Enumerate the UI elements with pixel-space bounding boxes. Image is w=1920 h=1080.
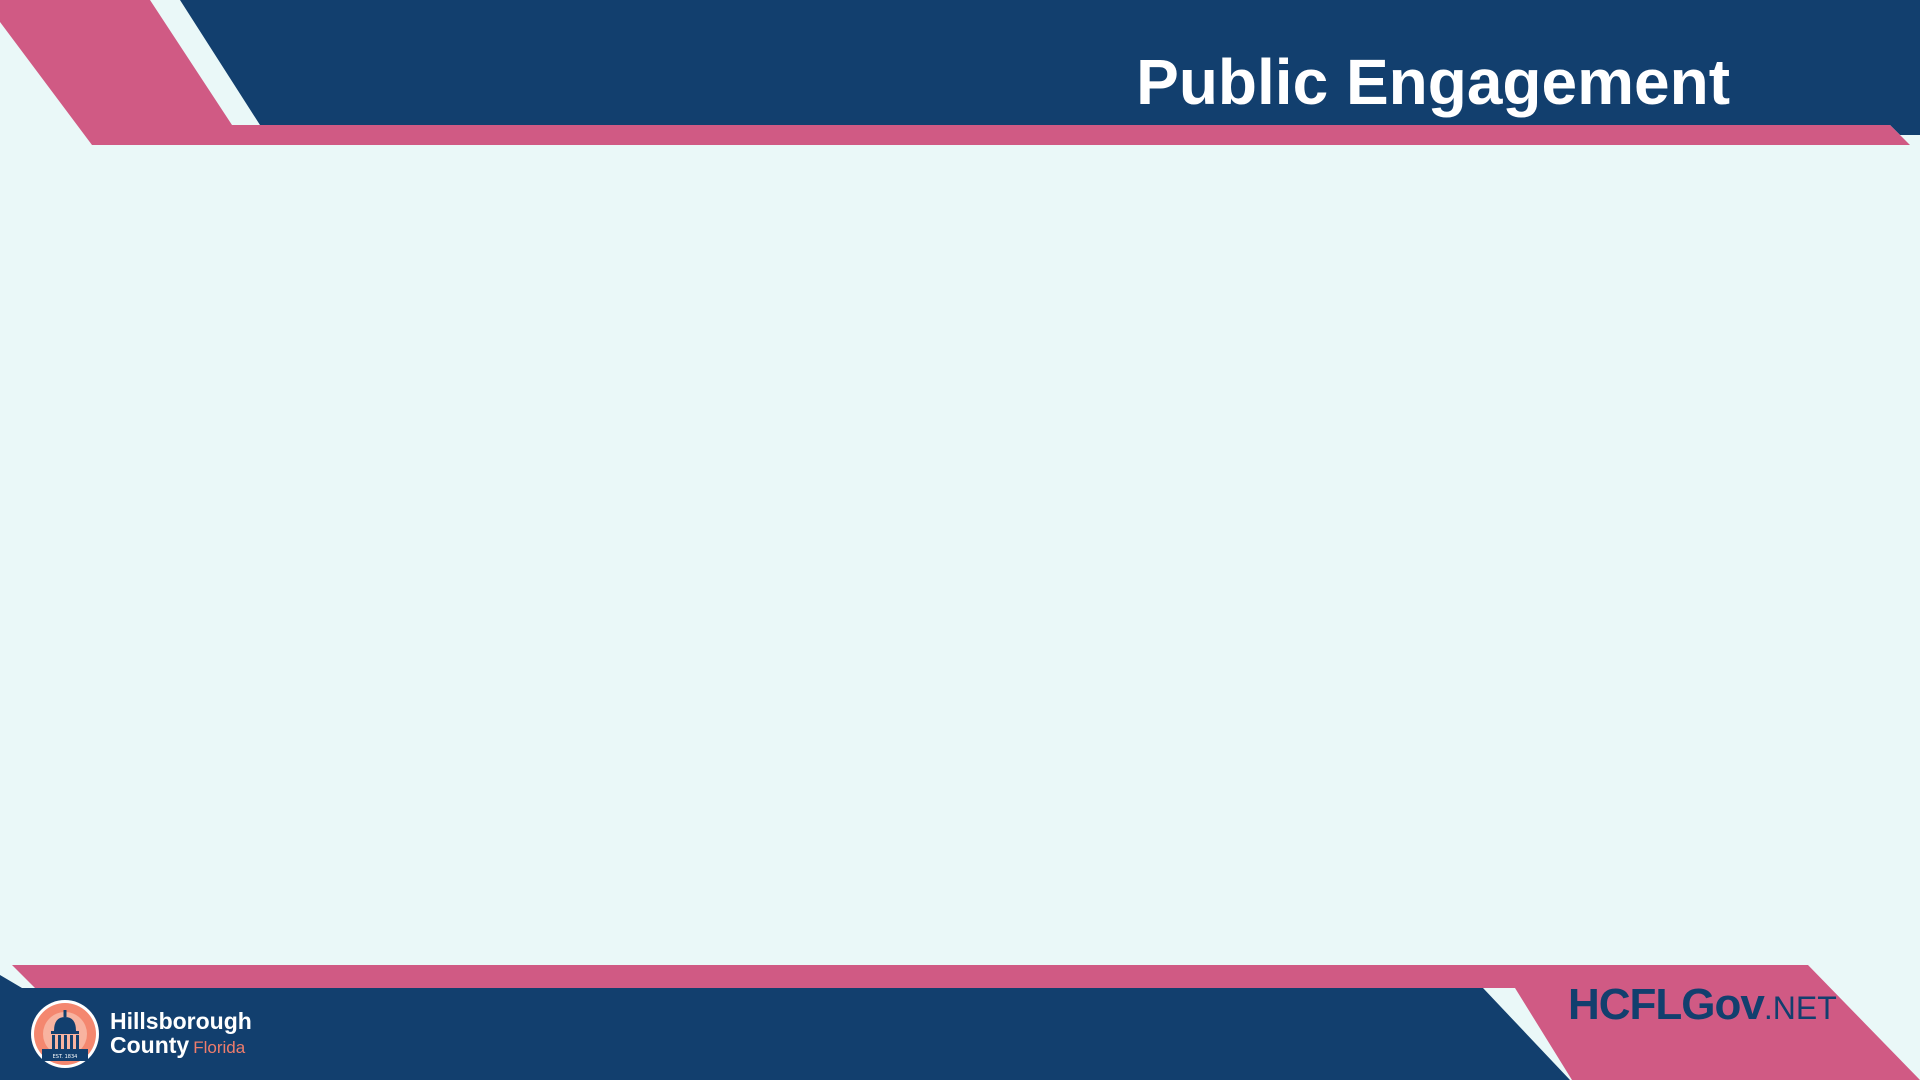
slide-title: Public Engagement <box>1136 46 1730 118</box>
website-url: HCFLGov.NET <box>1568 980 1837 1040</box>
logo-line-1: Hillsborough <box>110 1007 252 1034</box>
content-area <box>0 150 1920 950</box>
courthouse-dome-icon: EST. 1834 <box>31 1000 99 1068</box>
seal-text: EST. 1834 <box>53 1054 78 1060</box>
logo-wordmark: Hillsborough County Florida <box>110 1009 252 1060</box>
website-main: HCFLGov <box>1568 980 1765 1029</box>
county-logo: EST. 1834 Hillsborough County Florida <box>30 998 252 1070</box>
logo-county: County <box>110 1031 190 1058</box>
website-tld: .NET <box>1763 990 1837 1026</box>
logo-line-2: County Florida <box>110 1033 252 1060</box>
header-pink-band <box>0 0 1910 145</box>
logo-state: Florida <box>193 1037 246 1057</box>
footer-navy-band <box>0 975 1570 1080</box>
header-navy-band <box>180 0 1920 135</box>
